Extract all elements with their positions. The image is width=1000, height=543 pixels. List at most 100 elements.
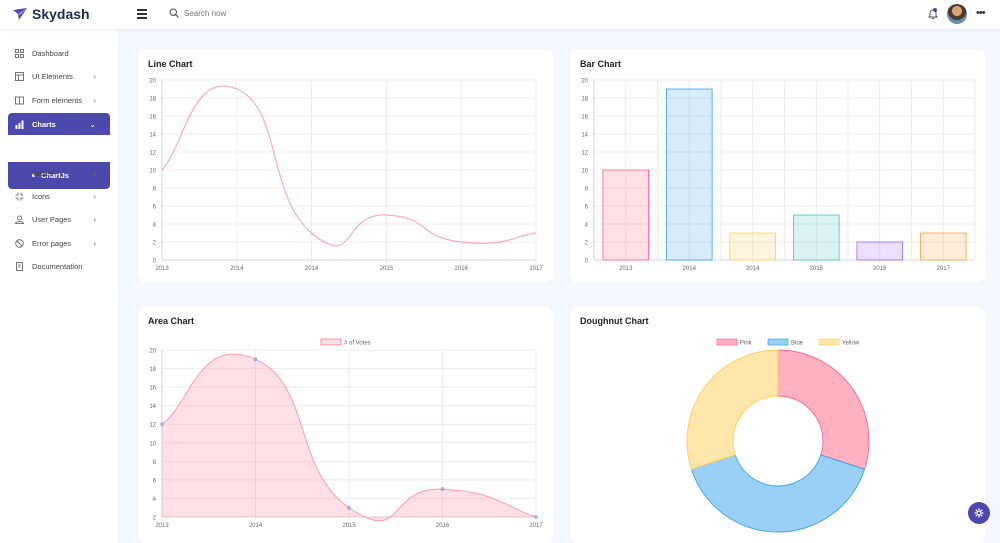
x-tick-label: 2016 — [873, 266, 887, 272]
y-tick-label: 12 — [149, 423, 156, 429]
sidebar-item-label: Dashboard — [32, 48, 69, 58]
layout-icon — [15, 71, 24, 81]
legend-label: Blue — [791, 341, 804, 347]
columns-icon — [15, 96, 24, 105]
y-tick-label: 0 — [153, 259, 157, 265]
bar-chart: 0 2 4 6 8 10 12 14 16 18 20 2013 2014 2014 2015 2016 201… — [581, 79, 976, 272]
sidebar-item-charts[interactable]: Charts ⌄ — [8, 113, 110, 135]
menu-toggle-icon[interactable] — [137, 9, 147, 19]
top-navbar: Skydash ••• — [0, 0, 1000, 29]
x-tick-label: 2014 — [683, 266, 697, 272]
search-icon[interactable] — [169, 8, 179, 18]
y-tick-label: 20 — [149, 349, 156, 355]
y-tick-label: 16 — [149, 386, 156, 392]
data-point — [160, 422, 164, 427]
sidebar-item-label: Icons — [32, 191, 50, 201]
area-chart-card: Area Chart 2 4 6 8 10 12 14 16 18 20 2013 2014 2015 2… — [138, 306, 553, 543]
data-point — [440, 487, 445, 492]
x-tick-label: 2015 — [342, 523, 356, 529]
sidebar-item-label: Form elements — [32, 95, 83, 105]
y-tick-label: 18 — [149, 97, 156, 103]
sidebar-subitem-chartjs[interactable]: ChartJs — [32, 171, 69, 180]
x-tick-label: 2017 — [937, 266, 951, 272]
x-tick-label: 2015 — [810, 266, 824, 272]
y-tick-label: 6 — [585, 205, 589, 211]
y-tick-label: 20 — [149, 79, 156, 85]
x-tick-label: 2017 — [529, 266, 543, 272]
y-tick-label: 16 — [149, 115, 156, 121]
y-tick-label: 10 — [149, 441, 156, 447]
chevron-right-icon: › — [93, 71, 96, 81]
x-tick-label: 2013 — [155, 523, 169, 529]
doughnut-slice — [777, 349, 870, 470]
search-bar — [169, 8, 304, 18]
settings-fab-button[interactable] — [968, 502, 990, 524]
bar — [919, 232, 967, 261]
data-point — [534, 515, 538, 519]
skydash-logo-icon — [13, 8, 27, 20]
bar — [729, 232, 777, 261]
x-tick-label: 2016 — [455, 266, 469, 272]
sidebar-item-tables[interactable]: Tables › — [8, 162, 110, 184]
document-icon — [15, 261, 24, 271]
chevron-right-icon: › — [93, 95, 96, 105]
data-point — [347, 505, 351, 510]
series-line — [161, 353, 537, 522]
y-tick-label: 16 — [581, 115, 588, 121]
legend-swatch — [716, 338, 738, 346]
sidebar-item-user-pages[interactable]: User Pages › — [8, 208, 110, 230]
bar — [602, 169, 650, 261]
gear-icon — [974, 508, 984, 518]
y-tick-label: 8 — [153, 187, 157, 193]
user-avatar[interactable] — [947, 4, 967, 24]
data-point — [253, 357, 258, 362]
brand-logo[interactable]: Skydash — [12, 5, 90, 23]
more-options-icon[interactable]: ••• — [976, 7, 986, 19]
doughnut-chart: Pink Blue Yellow — [686, 338, 870, 533]
chevron-right-icon: › — [93, 238, 96, 248]
x-tick-label: 2013 — [619, 266, 633, 272]
series-area — [162, 353, 536, 521]
sidebar-item-icons[interactable]: Icons › — [8, 185, 110, 207]
x-tick-label: 2015 — [380, 266, 394, 272]
sidebar: Dashboard UI Elements › Form elements › … — [0, 29, 118, 543]
y-tick-label: 8 — [585, 187, 589, 193]
legend-label: Yellow — [842, 341, 860, 347]
table-icon — [15, 168, 24, 178]
y-tick-label: 0 — [585, 259, 589, 265]
bar-chart-card: Bar Chart 0 2 4 6 8 10 12 14 16 18 20 2013 2014 2014 2… — [570, 49, 985, 283]
bar — [792, 214, 840, 261]
sidebar-item-label: User Pages — [32, 214, 72, 224]
y-tick-label: 4 — [585, 223, 589, 229]
y-tick-label: 6 — [153, 205, 157, 211]
sidebar-item-documentation[interactable]: Documentation — [8, 255, 110, 277]
x-tick-label: 2013 — [155, 266, 169, 272]
card-title: Line Chart — [148, 59, 193, 69]
x-tick-label: 2014 — [249, 523, 263, 529]
chevron-down-icon: ⌄ — [89, 119, 96, 129]
x-tick-label: 2017 — [529, 523, 543, 529]
y-tick-label: 6 — [153, 478, 157, 484]
legend-swatch — [767, 338, 789, 346]
sidebar-item-error-pages[interactable]: Error pages › — [8, 232, 110, 254]
chevron-right-icon: › — [93, 168, 96, 178]
brand-name: Skydash — [32, 6, 90, 22]
y-tick-label: 20 — [581, 79, 588, 85]
sidebar-item-ui-elements[interactable]: UI Elements › — [8, 65, 110, 87]
sidebar-item-label: Error pages — [32, 238, 72, 248]
chevron-right-icon: › — [93, 191, 96, 201]
series-line — [161, 85, 537, 247]
notification-badge — [933, 8, 937, 12]
line-chart-card: Line Chart 0 2 4 6 8 10 12 14 16 18 20 2013 2014 2014… — [138, 49, 553, 283]
legend-label: # of Votes — [344, 341, 371, 347]
y-tick-label: 12 — [581, 151, 588, 157]
sidebar-item-dashboard[interactable]: Dashboard — [8, 42, 110, 64]
card-title: Bar Chart — [580, 59, 622, 69]
user-icon — [15, 215, 24, 224]
search-input[interactable] — [184, 8, 304, 18]
bar-chart-icon — [15, 120, 24, 129]
bar — [856, 241, 904, 261]
sidebar-item-form-elements[interactable]: Form elements › — [8, 89, 110, 111]
contract-icon — [15, 192, 24, 201]
card-title: Doughnut Chart — [580, 316, 649, 326]
